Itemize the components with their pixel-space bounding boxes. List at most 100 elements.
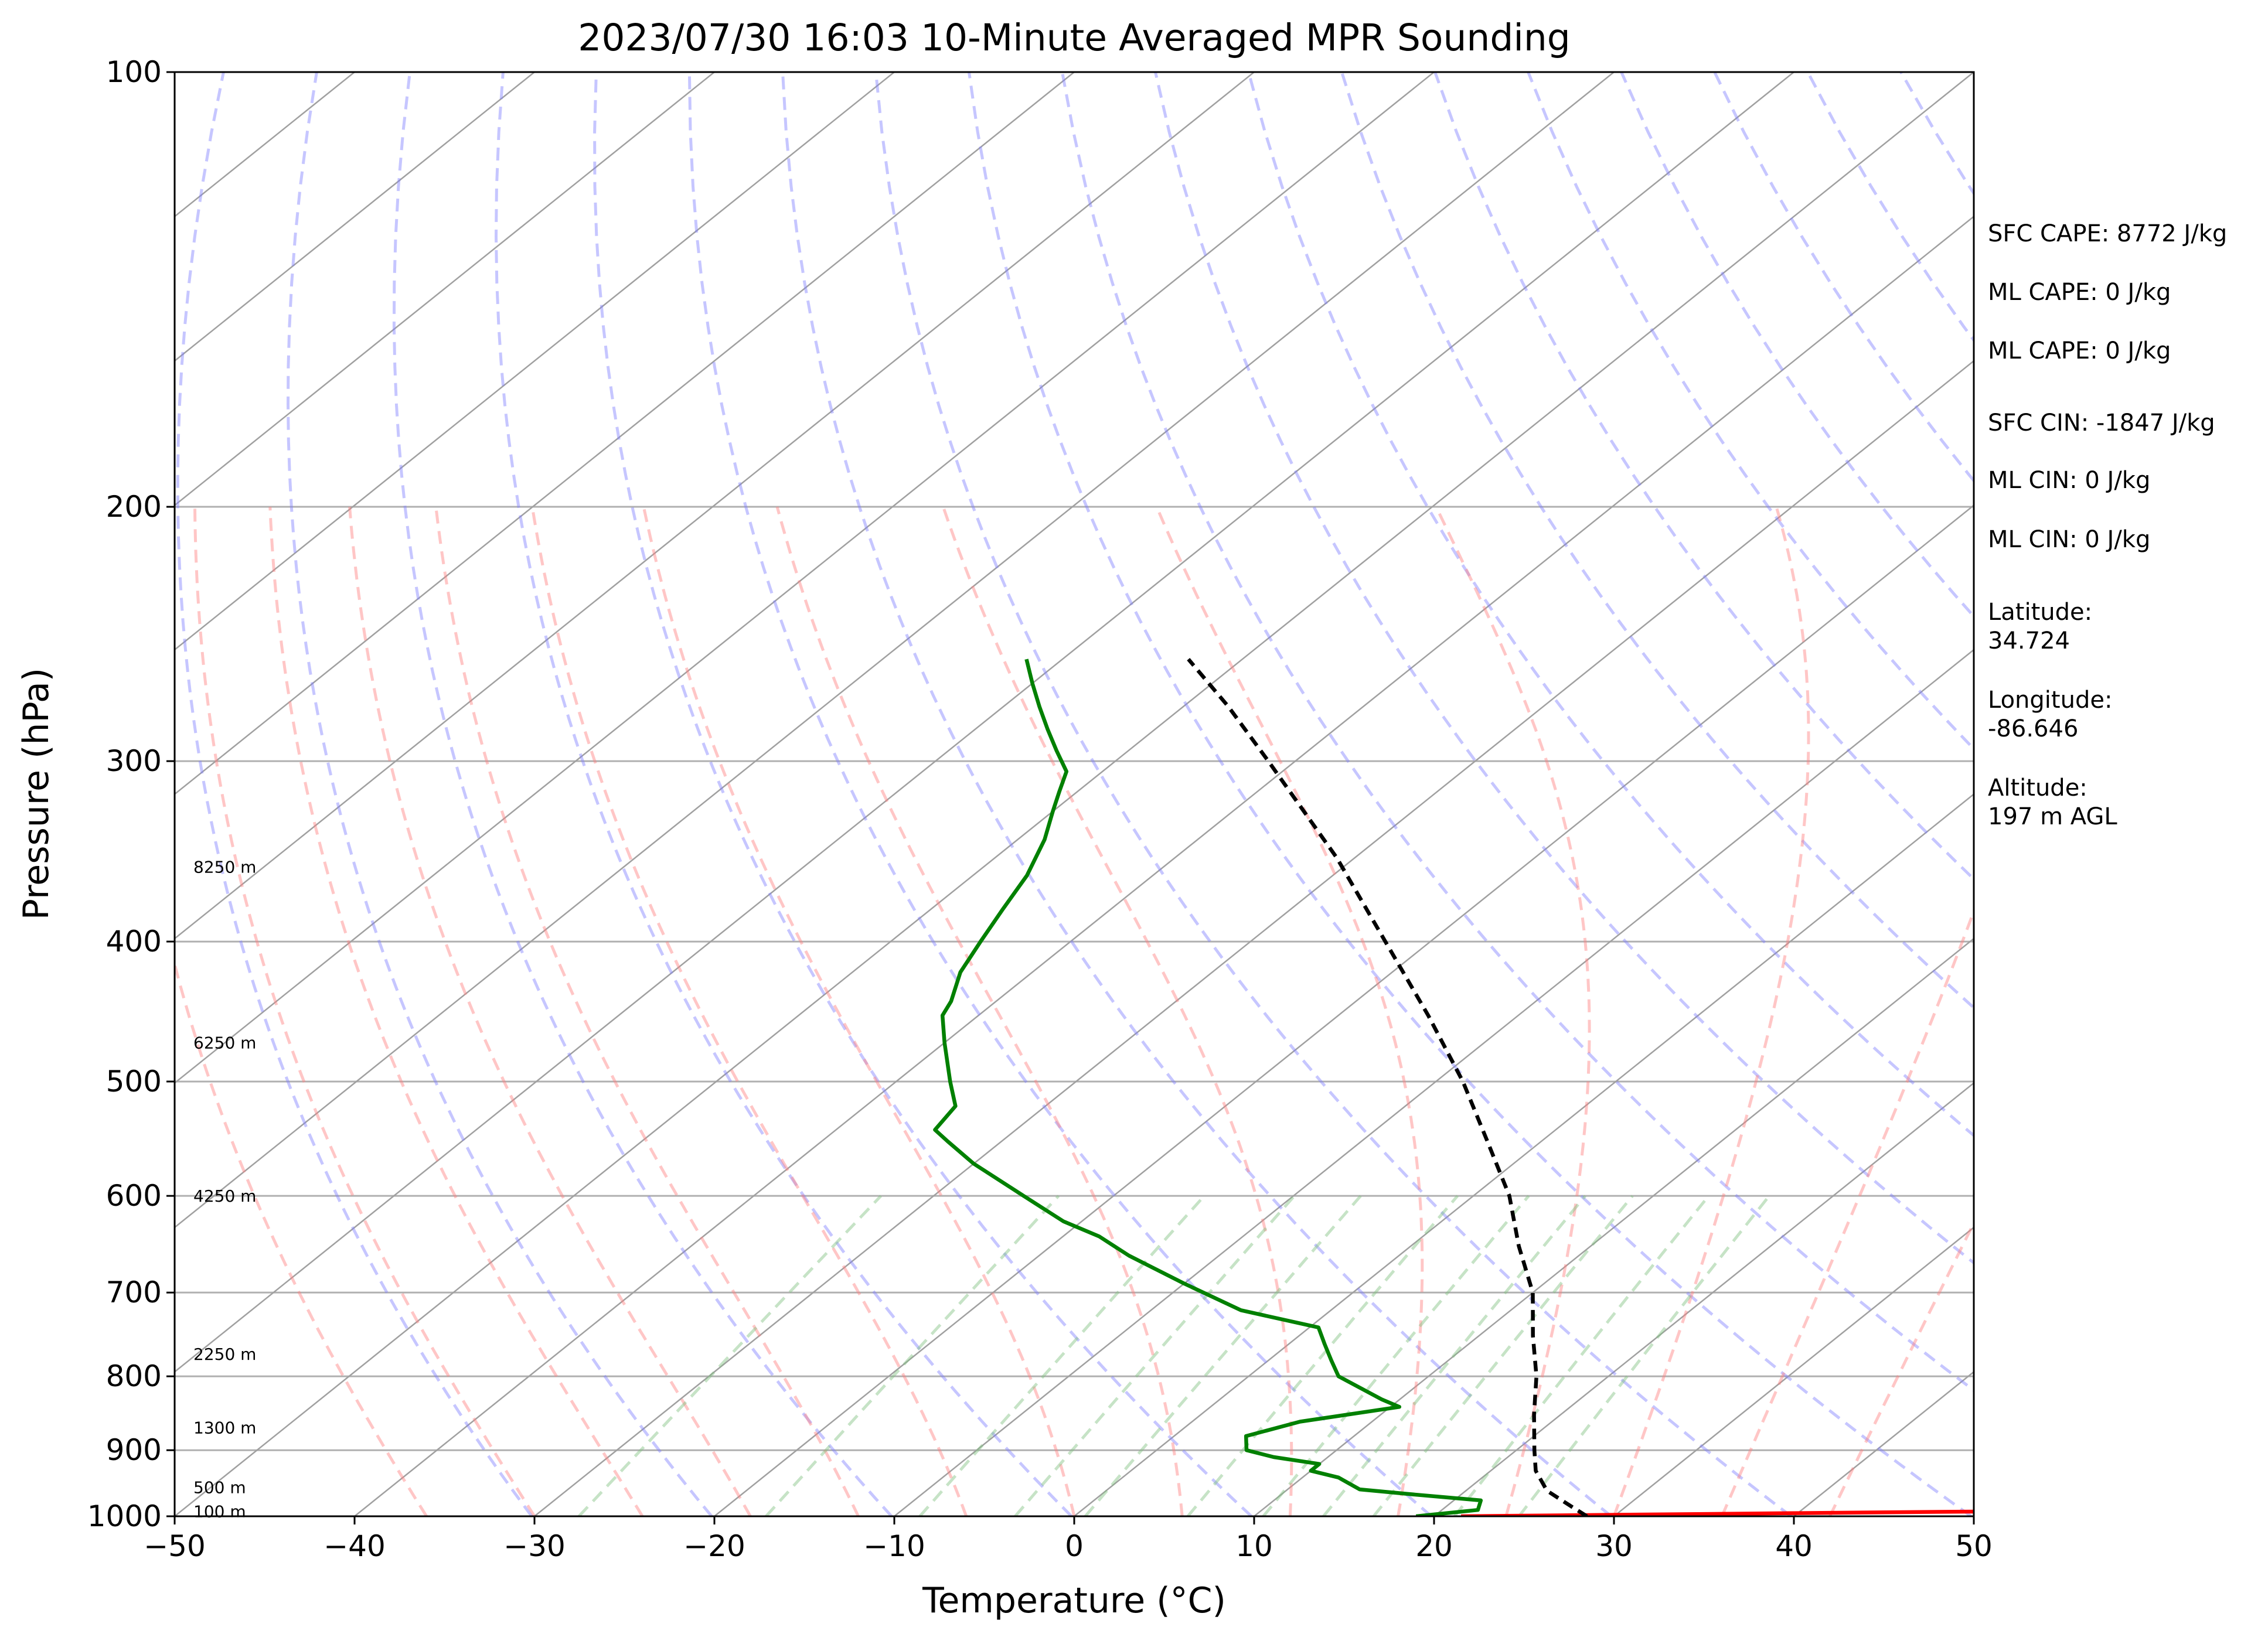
- axis-ticks: −50 −40 −30 −20 −10 0 10 20 30 40 50 100 200 300 400 50…: [87, 55, 1993, 1563]
- moist-adiabat-line: [175, 959, 428, 1516]
- y-tick-label: 700: [106, 1275, 162, 1309]
- mixing-ratio-line: [1262, 1195, 1530, 1516]
- altitude-label: Altitude:: [1988, 775, 2087, 801]
- x-tick-label: 50: [1955, 1529, 1993, 1563]
- isotherm-line: [1074, 793, 1974, 1516]
- moist-adiabat-line: [1435, 506, 1591, 1516]
- y-axis-title: Pressure (hPa): [16, 668, 57, 920]
- ml-cape-text-2: ML CAPE: 0 J/kg: [1988, 337, 2171, 364]
- isotherm-line: [175, 72, 1615, 1229]
- isotherm-line: [175, 72, 1435, 1084]
- isotherm-line: [175, 72, 535, 362]
- isotherm-line: [534, 360, 1974, 1516]
- latitude-label: Latitude:: [1988, 599, 2092, 626]
- y-tick-label: 400: [106, 925, 162, 959]
- ml-cape-text: ML CAPE: 0 J/kg: [1988, 279, 2171, 306]
- y-tick-label: 500: [106, 1065, 162, 1099]
- moist-adiabat-line: [530, 506, 968, 1516]
- isotherm-line: [714, 504, 1974, 1516]
- y-tick-label: 300: [106, 744, 162, 778]
- dry-adiabat-line: [494, 72, 1073, 1516]
- dry-adiabat-line: [781, 72, 1612, 1516]
- height-label: 6250 m: [193, 1034, 256, 1053]
- mixing-ratio-line: [1084, 1195, 1362, 1516]
- isotherm-line: [175, 72, 895, 651]
- isotherm-line: [894, 649, 1974, 1516]
- x-tick-label: −10: [863, 1529, 925, 1563]
- isotherm-line: [1433, 1082, 1974, 1516]
- side-panel: SFC CAPE: 8772 J/kg ML CAPE: 0 J/kg ML C…: [1988, 220, 2227, 830]
- dry-adiabat-line: [1340, 72, 1974, 1010]
- dry-adiabat-line: [1154, 72, 1974, 1265]
- sfc-cape-text: SFC CAPE: 8772 J/kg: [1988, 220, 2227, 247]
- height-label: 4250 m: [193, 1186, 256, 1206]
- y-tick-label: 1000: [87, 1499, 162, 1533]
- moist-adiabat-line: [193, 506, 536, 1516]
- height-label: 1300 m: [193, 1418, 256, 1437]
- x-tick-label: 10: [1235, 1529, 1273, 1563]
- moist-adiabat-line: [1155, 506, 1424, 1516]
- height-label: 100 m: [193, 1502, 246, 1521]
- parcel-profile-line: [1187, 658, 1588, 1516]
- dry-adiabat-line: [1433, 72, 1974, 881]
- x-tick-label: 40: [1775, 1529, 1813, 1563]
- height-labels: 100 m 500 m 1300 m 2250 m 4250 m 6250 m 8250 m: [193, 857, 256, 1521]
- chart-title: 2023/07/30 16:03 10-Minute Averaged MPR …: [578, 16, 1571, 59]
- isotherm-line: [354, 215, 1974, 1516]
- longitude-value: -86.646: [1988, 715, 2078, 742]
- height-label: 2250 m: [193, 1345, 256, 1364]
- x-axis-title: Temperature (°C): [922, 1580, 1226, 1621]
- isotherm-line: [1613, 1226, 1974, 1516]
- y-tick-label: 600: [106, 1179, 162, 1213]
- moist-adiabat-line: [642, 506, 1076, 1516]
- dry-adiabat-line: [687, 72, 1433, 1516]
- moist-adiabat-line: [1720, 907, 1974, 1516]
- latitude-value: 34.724: [1988, 627, 2070, 654]
- isotherm-line: [175, 72, 1794, 1373]
- altitude-value: 197 m AGL: [1988, 803, 2117, 830]
- dry-adiabat-line: [286, 72, 713, 1516]
- x-tick-label: 30: [1595, 1529, 1633, 1563]
- y-tick-label: 100: [106, 55, 162, 89]
- isotherm-line: [175, 72, 1255, 940]
- dry-adiabat-line: [176, 72, 533, 1516]
- x-tick-label: 20: [1415, 1529, 1453, 1563]
- dry-adiabat-line: [1061, 72, 1974, 1393]
- mixing-ratio-line: [577, 1195, 883, 1516]
- x-tick-label: 0: [1065, 1529, 1084, 1563]
- moist-adiabat-line: [942, 506, 1293, 1516]
- mixing-ratio-line: [765, 1195, 1060, 1516]
- dry-adiabat-line: [392, 72, 893, 1516]
- y-tick-label: 200: [106, 490, 162, 524]
- isotherm-line: [1254, 937, 1974, 1516]
- moist-adiabat-line: [1828, 1219, 1974, 1516]
- background-lines: [175, 72, 2268, 1516]
- mixing-ratio-line: [1186, 1195, 1459, 1516]
- mixing-ratio-line: [1014, 1195, 1296, 1516]
- ml-cin-text-2: ML CIN: 0 J/kg: [1988, 526, 2150, 553]
- dry-adiabat-line: [1620, 72, 1974, 619]
- ml-cin-text: ML CIN: 0 J/kg: [1988, 467, 2150, 494]
- x-tick-label: −20: [683, 1529, 745, 1563]
- height-label: 500 m: [193, 1478, 246, 1498]
- moist-adiabat-line: [348, 506, 752, 1516]
- moist-adiabat-line: [434, 506, 860, 1516]
- dewpoint-line: [933, 659, 1483, 1516]
- y-tick-label: 900: [106, 1433, 162, 1467]
- dry-adiabat-line: [874, 72, 1792, 1516]
- dry-adiabat-line: [593, 72, 1253, 1516]
- x-tick-label: −30: [503, 1529, 566, 1563]
- data-lines: [933, 658, 1974, 1516]
- isotherm-line: [175, 72, 1075, 796]
- isotherm-line: [175, 72, 1974, 1516]
- mixing-ratio-line: [1518, 1195, 1770, 1516]
- x-tick-label: −40: [323, 1529, 386, 1563]
- y-tick-label: 800: [106, 1359, 162, 1393]
- isotherm-line: [175, 72, 715, 507]
- dry-adiabat-line: [2181, 72, 2268, 1516]
- moist-adiabat-line: [268, 506, 644, 1516]
- x-tick-label: −50: [144, 1529, 206, 1563]
- longitude-label: Longitude:: [1988, 687, 2112, 714]
- sfc-cin-text: SFC CIN: -1847 J/kg: [1988, 410, 2215, 436]
